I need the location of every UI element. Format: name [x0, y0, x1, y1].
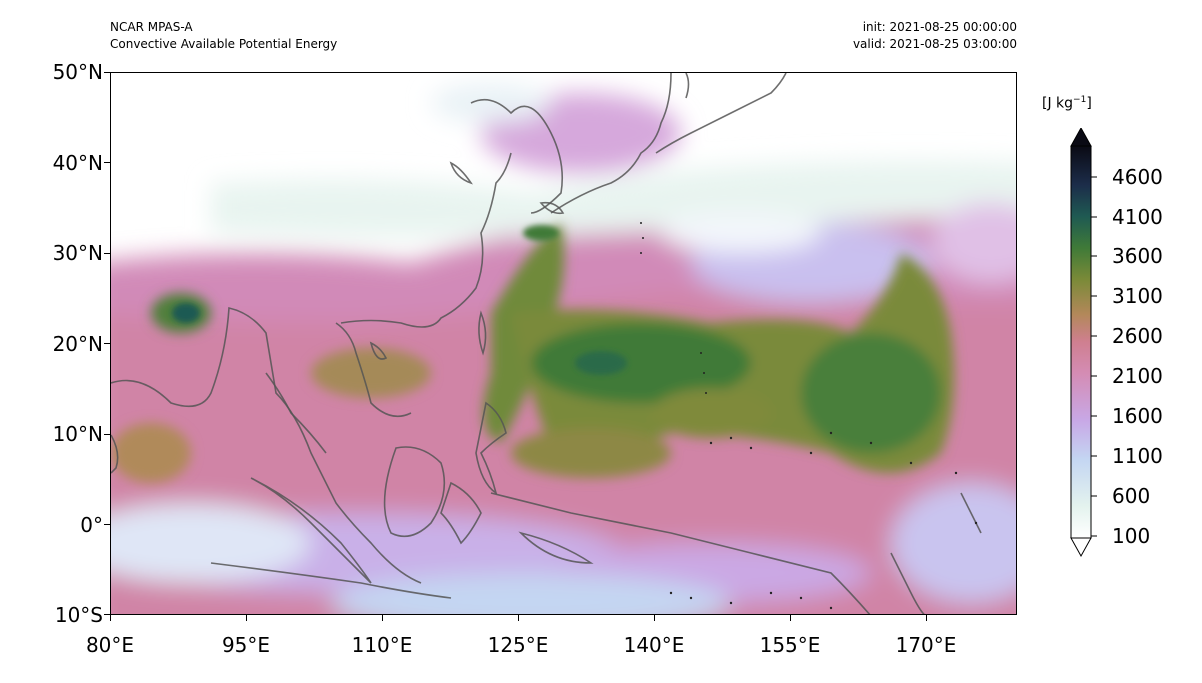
colorbar-tick-label: 3100 — [1112, 284, 1163, 308]
lat-tick-mark — [104, 162, 110, 163]
colorbar-tick-label: 1600 — [1112, 404, 1163, 428]
lat-tick-label: 10°S — [54, 603, 103, 627]
lat-tick-label: 0° — [80, 512, 103, 537]
colorbar-units: [J kg−1] — [1042, 95, 1092, 112]
lat-tick-mark — [104, 434, 110, 435]
lon-tick-label: 170°E — [895, 633, 957, 657]
colorbar-gradient — [1070, 145, 1092, 539]
lon-tick-mark — [518, 615, 519, 621]
lon-tick-label: 155°E — [759, 633, 821, 657]
lon-tick-mark — [926, 615, 927, 621]
colorbar-tick-label: 600 — [1112, 484, 1151, 508]
lon-tick-label: 110°E — [351, 633, 413, 657]
lon-tick-label: 140°E — [623, 633, 685, 657]
lon-tick-mark — [246, 615, 247, 621]
lat-tick-label: 50°N — [52, 60, 103, 84]
lat-tick-mark — [104, 343, 110, 344]
colorbar-tick-label: 2100 — [1112, 364, 1163, 388]
lat-tick-mark — [104, 72, 110, 73]
lat-tick-label: 30°N — [52, 241, 103, 265]
lon-tick-mark — [654, 615, 655, 621]
colorbar-tick-label: 100 — [1112, 524, 1151, 548]
lon-tick-mark — [790, 615, 791, 621]
lon-tick-label: 80°E — [85, 633, 135, 657]
colorbar-tick-label: 1100 — [1112, 444, 1163, 468]
colorbar-extend-max — [1070, 128, 1092, 147]
cape-high-core — [111, 223, 955, 483]
lat-tick-mark — [104, 614, 110, 615]
lat-tick-mark — [104, 253, 110, 254]
lat-tick-label: 20°N — [52, 331, 103, 356]
lon-tick-label: 95°E — [221, 633, 271, 657]
colorbar-tick-label: 4100 — [1112, 205, 1163, 229]
colorbar-tick-label: 2600 — [1112, 324, 1163, 348]
header-right: init: 2021-08-25 00:00:00 valid: 2021-08… — [853, 19, 1017, 53]
field-name: Convective Available Potential Energy — [110, 37, 338, 51]
colorbar-tick-label: 4600 — [1112, 165, 1163, 189]
lon-tick-mark — [110, 615, 111, 621]
colorbar-ticks — [1091, 176, 1097, 537]
colorbar-extend-min — [1070, 537, 1092, 558]
cape-field-map — [111, 73, 1016, 614]
lon-tick-label: 125°E — [487, 633, 549, 657]
lat-tick-label: 10°N — [52, 422, 103, 446]
valid-time: valid: 2021-08-25 03:00:00 — [852, 37, 1017, 51]
island-dots — [640, 222, 978, 610]
lat-tick-label: 40°N — [52, 150, 103, 175]
coastlines — [111, 73, 982, 614]
units-bracket: ] — [1086, 95, 1092, 112]
lat-tick-mark — [104, 524, 110, 525]
init-time: init: 2021-08-25 00:00:00 — [862, 20, 1017, 34]
lon-tick-mark — [382, 615, 383, 621]
units-exponent: −1 — [1073, 95, 1087, 105]
units-base: [J kg — [1042, 95, 1074, 112]
header-left: NCAR MPAS-A Convective Available Potenti… — [110, 19, 337, 53]
cape-peaks — [172, 225, 627, 375]
model-name: NCAR MPAS-A — [110, 20, 193, 34]
colorbar — [1070, 128, 1097, 558]
colorbar-tick-label: 3600 — [1112, 244, 1163, 268]
map-plot — [110, 72, 1017, 615]
